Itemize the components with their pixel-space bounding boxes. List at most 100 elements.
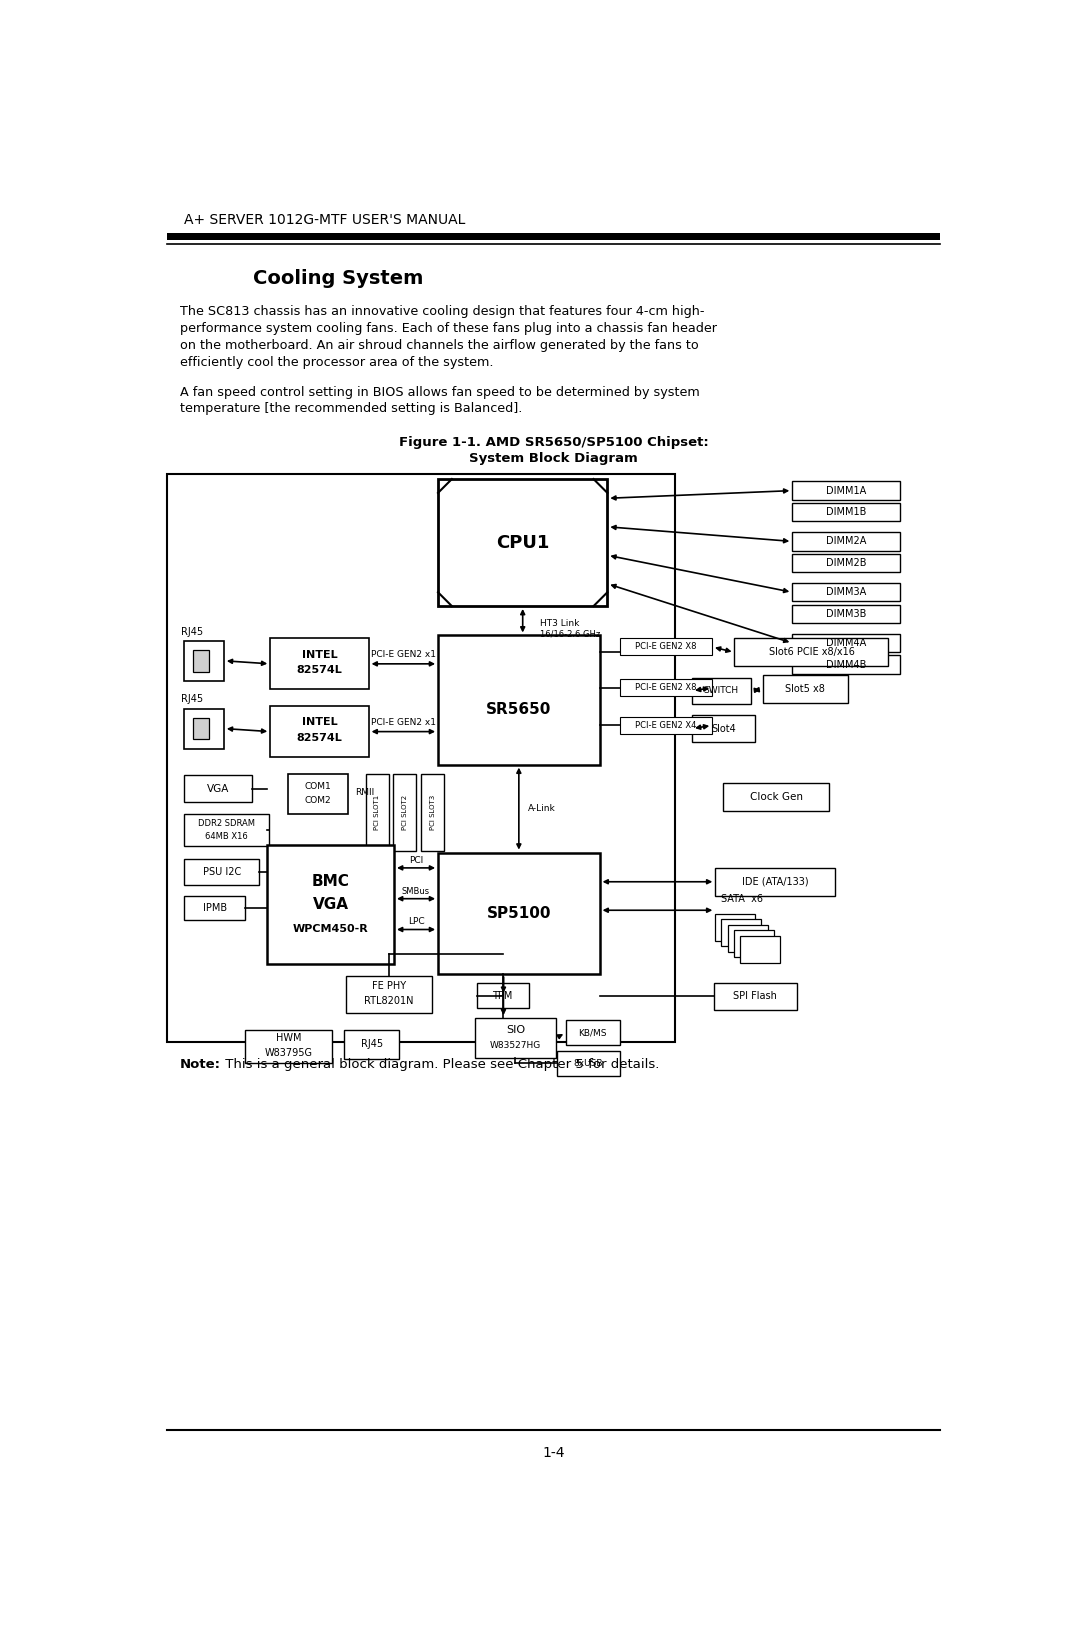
Bar bbox=[793, 503, 900, 521]
Bar bbox=[715, 914, 755, 940]
Bar bbox=[556, 1051, 620, 1076]
Bar bbox=[793, 634, 900, 652]
Text: PCI SLOT2: PCI SLOT2 bbox=[402, 795, 408, 830]
Bar bbox=[184, 776, 252, 802]
Bar bbox=[793, 582, 900, 602]
Bar bbox=[438, 853, 599, 974]
Text: temperature [the recommended setting is Balanced].: temperature [the recommended setting is … bbox=[180, 403, 523, 416]
Text: IDE (ATA/133): IDE (ATA/133) bbox=[742, 876, 808, 886]
Text: SPI Flash: SPI Flash bbox=[733, 992, 778, 1002]
Text: LPC: LPC bbox=[408, 917, 424, 926]
Text: Note:: Note: bbox=[180, 1058, 221, 1071]
Text: Slot4: Slot4 bbox=[712, 724, 737, 734]
Bar bbox=[715, 868, 835, 896]
Text: 82574L: 82574L bbox=[297, 665, 342, 675]
Bar bbox=[692, 678, 751, 705]
Bar bbox=[566, 1020, 620, 1044]
Bar bbox=[270, 706, 368, 757]
Bar bbox=[476, 983, 529, 1008]
Text: RTL8201N: RTL8201N bbox=[364, 997, 414, 1006]
Bar bbox=[734, 639, 889, 667]
Bar bbox=[620, 639, 712, 655]
Text: BMC: BMC bbox=[312, 874, 350, 889]
Bar bbox=[723, 784, 829, 810]
Text: PCI-E GEN2 x1: PCI-E GEN2 x1 bbox=[370, 718, 436, 728]
Text: 64MB X16: 64MB X16 bbox=[205, 832, 247, 842]
Text: TPM: TPM bbox=[492, 990, 513, 1000]
Bar bbox=[184, 708, 224, 749]
Bar bbox=[393, 774, 417, 851]
Bar bbox=[721, 919, 761, 947]
Text: DIMM3A: DIMM3A bbox=[826, 587, 866, 597]
Text: PCI-E GEN2 X4: PCI-E GEN2 X4 bbox=[635, 721, 697, 729]
Text: PSU I2C: PSU I2C bbox=[203, 866, 241, 876]
Text: COM2: COM2 bbox=[305, 795, 332, 805]
Text: VGA: VGA bbox=[206, 784, 229, 794]
Text: W83795G: W83795G bbox=[265, 1048, 312, 1058]
Bar bbox=[438, 478, 607, 606]
Text: DIMM2B: DIMM2B bbox=[826, 558, 866, 568]
Text: HT3 Link: HT3 Link bbox=[540, 619, 579, 627]
Text: DIMM4B: DIMM4B bbox=[826, 660, 866, 670]
Text: DIMM2A: DIMM2A bbox=[826, 536, 866, 546]
Text: SATA  x6: SATA x6 bbox=[721, 894, 764, 904]
Text: DIMM4A: DIMM4A bbox=[826, 639, 866, 648]
Text: DIMM1A: DIMM1A bbox=[826, 485, 866, 495]
Bar bbox=[740, 936, 780, 962]
Text: 82574L: 82574L bbox=[297, 733, 342, 742]
Text: Slot5 x8: Slot5 x8 bbox=[785, 685, 825, 695]
Text: efficiently cool the processor area of the system.: efficiently cool the processor area of t… bbox=[180, 356, 494, 370]
Text: DDR2 SDRAM: DDR2 SDRAM bbox=[198, 818, 255, 828]
Text: CPU1: CPU1 bbox=[496, 533, 550, 551]
Bar bbox=[438, 635, 599, 764]
Text: A+ SERVER 1012G-MTF USER'S MANUAL: A+ SERVER 1012G-MTF USER'S MANUAL bbox=[184, 213, 465, 226]
Text: SIO: SIO bbox=[505, 1025, 525, 1035]
Text: SP5100: SP5100 bbox=[487, 906, 551, 921]
Bar bbox=[270, 639, 368, 690]
Bar bbox=[193, 718, 208, 739]
Text: System Block Diagram: System Block Diagram bbox=[469, 452, 638, 465]
Bar bbox=[184, 858, 259, 884]
Text: WPCM450-R: WPCM450-R bbox=[293, 924, 368, 934]
Text: This is a general block diagram. Please see Chapter 5 for details.: This is a general block diagram. Please … bbox=[220, 1058, 659, 1071]
Bar bbox=[184, 640, 224, 681]
Text: Cooling System: Cooling System bbox=[253, 269, 423, 289]
Bar bbox=[366, 774, 389, 851]
Text: KB/MS: KB/MS bbox=[579, 1028, 607, 1038]
Bar bbox=[184, 813, 269, 846]
Bar bbox=[184, 896, 245, 921]
Bar bbox=[346, 975, 432, 1013]
Text: Clock Gen: Clock Gen bbox=[750, 792, 802, 802]
Bar bbox=[793, 554, 900, 573]
Text: SWITCH: SWITCH bbox=[704, 686, 739, 695]
Text: HWM: HWM bbox=[275, 1033, 301, 1043]
Bar bbox=[620, 680, 712, 696]
Text: INTEL: INTEL bbox=[301, 650, 337, 660]
Bar bbox=[793, 655, 900, 673]
Text: 16/16-2.6 GHz: 16/16-2.6 GHz bbox=[540, 629, 599, 639]
Text: PCI: PCI bbox=[409, 856, 423, 865]
Text: VGA: VGA bbox=[312, 898, 349, 912]
Text: PCI-E GEN2 X8: PCI-E GEN2 X8 bbox=[635, 642, 697, 652]
Text: RJ45: RJ45 bbox=[361, 1040, 382, 1049]
Text: PCI SLOT3: PCI SLOT3 bbox=[430, 795, 435, 830]
Text: INTEL: INTEL bbox=[301, 718, 337, 728]
Text: Slot6 PCIE x8/x16: Slot6 PCIE x8/x16 bbox=[769, 647, 854, 657]
Bar bbox=[245, 1030, 332, 1064]
Bar bbox=[620, 718, 712, 734]
Bar bbox=[475, 1018, 556, 1058]
Text: SMBus: SMBus bbox=[402, 886, 430, 896]
Text: COM1: COM1 bbox=[305, 782, 332, 790]
Bar bbox=[288, 774, 348, 813]
Text: SR5650: SR5650 bbox=[486, 701, 552, 716]
Bar bbox=[421, 774, 444, 851]
Bar bbox=[733, 931, 773, 957]
Text: DIMM3B: DIMM3B bbox=[826, 609, 866, 619]
Bar bbox=[714, 983, 797, 1010]
Bar bbox=[267, 845, 394, 964]
Bar bbox=[793, 482, 900, 500]
Text: 1-4: 1-4 bbox=[542, 1445, 565, 1460]
Text: The SC813 chassis has an innovative cooling design that features four 4-cm high-: The SC813 chassis has an innovative cool… bbox=[180, 305, 704, 318]
Bar bbox=[692, 716, 755, 741]
Text: RJ45: RJ45 bbox=[180, 627, 203, 637]
